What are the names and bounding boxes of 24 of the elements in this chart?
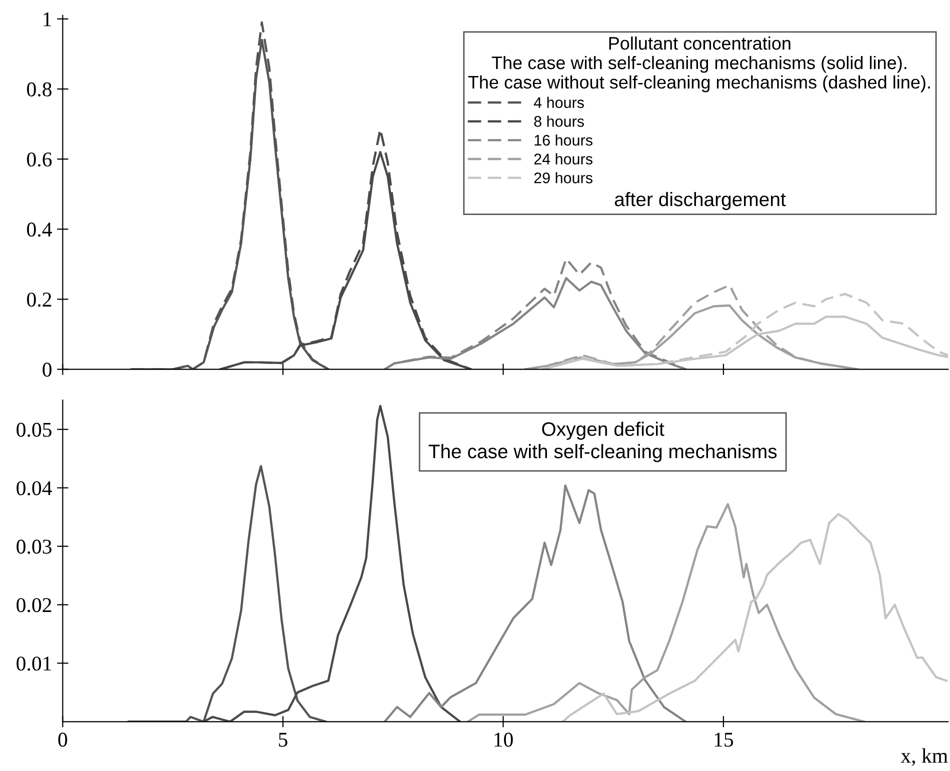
annotation: after dischargement (614, 192, 786, 210)
y-tick-label: 0.2 (27, 292, 52, 307)
y-tick-label: 0 (42, 362, 52, 377)
y-tick-label: 0.04 (16, 481, 52, 496)
y-tick-label: 0.6 (27, 152, 52, 167)
y-tick-label: 0.03 (16, 540, 52, 554)
y-tick-label: 0.01 (16, 656, 52, 671)
text: Oxygen deficit The case with self-cleaning mechanisms (428, 422, 777, 462)
y-tick-label: 0.05 (16, 422, 52, 437)
x-tick-label: 5 (278, 732, 288, 747)
legend-title: Pollutant concentration The case with self-cleaning mechanisms (solid line). The case without self-cleaning mechanisms (dashed line). (468, 36, 930, 92)
legend-label: 16 hours (534, 134, 592, 146)
x-tick-label: 0 (58, 732, 68, 747)
legend-label: 29 hours (534, 172, 592, 184)
legend-label: 8 hours (534, 116, 584, 127)
y-tick-label: 0.8 (27, 82, 52, 97)
x-tick-label: 10 (494, 732, 513, 747)
y-tick-label: 0.02 (16, 598, 52, 612)
x-axis-title: x, km (900, 748, 948, 766)
y-tick-label: 1 (44, 12, 52, 26)
x-tick-label: 15 (714, 732, 734, 747)
legend-label: 4 hours (534, 96, 584, 108)
y-tick-label: 0.4 (27, 222, 52, 237)
legend-label: 24 hours (534, 153, 592, 164)
